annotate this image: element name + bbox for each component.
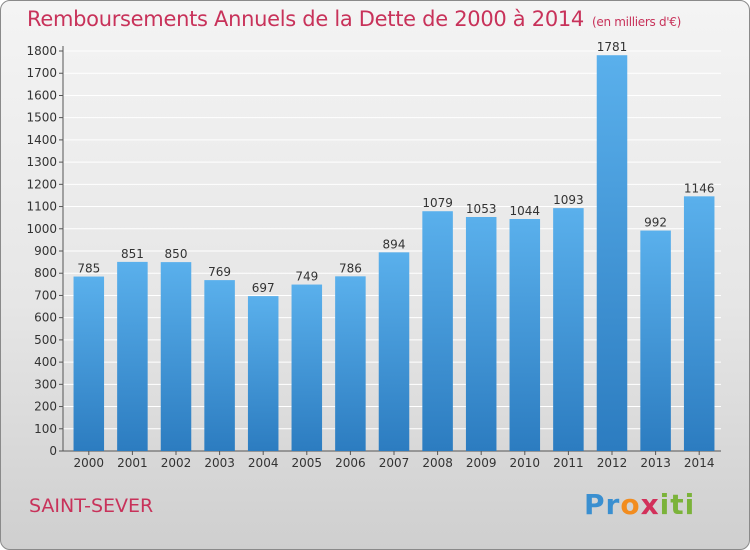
proxiti-logo[interactable]: Proxiti	[584, 488, 696, 521]
chart-title: Remboursements Annuels de la Dette de 20…	[27, 7, 681, 31]
data-label-2014: 1146	[684, 181, 715, 195]
data-label-2009: 1053	[466, 202, 497, 216]
data-label-2003: 769	[208, 265, 231, 279]
bar-2007	[378, 252, 410, 451]
bar-2014	[683, 196, 715, 451]
x-tick-label-2011: 2011	[553, 456, 584, 470]
y-tick-label: 100	[34, 422, 57, 436]
bar-2010	[509, 219, 541, 451]
y-tick-label: 700	[34, 288, 57, 302]
bar-2005	[291, 284, 323, 451]
data-label-2000: 785	[77, 262, 100, 276]
bar-2008	[422, 211, 453, 451]
data-label-2010: 1044	[510, 204, 541, 218]
y-tick-label: 1000	[26, 222, 57, 236]
data-label-2008: 1079	[422, 196, 453, 210]
data-label-2001: 851	[121, 247, 144, 261]
bar-2009	[465, 217, 497, 451]
y-tick-label: 1200	[26, 177, 57, 191]
x-tick-label-2009: 2009	[466, 456, 497, 470]
x-tick-label-2012: 2012	[597, 456, 628, 470]
y-tick-label: 300	[34, 377, 57, 391]
y-tick-label: 1100	[26, 200, 57, 214]
bar-2002	[160, 262, 192, 451]
data-label-2004: 697	[252, 281, 275, 295]
y-tick-label: 800	[34, 266, 57, 280]
bar-2013	[640, 230, 671, 451]
bar-2006	[335, 276, 366, 451]
y-tick-label: 0	[49, 444, 57, 458]
x-tick-label-2007: 2007	[379, 456, 410, 470]
x-tick-label-2001: 2001	[117, 456, 148, 470]
bars	[73, 55, 715, 451]
city-name: SAINT-SEVER	[29, 495, 154, 517]
y-tick-label: 900	[34, 244, 57, 258]
x-tick-label-2005: 2005	[292, 456, 323, 470]
data-label-2011: 1093	[553, 193, 584, 207]
bar-2003	[204, 280, 235, 451]
data-labels: 785 851 850 769 697 749 786 894 1079 1053 1044 1093…	[77, 40, 714, 295]
data-label-2005: 749	[295, 270, 318, 284]
data-label-2007: 894	[383, 237, 406, 251]
x-tick-label-2004: 2004	[248, 456, 279, 470]
x-tick-label-2008: 2008	[422, 456, 453, 470]
y-tick-label: 1700	[26, 66, 57, 80]
y-tick-label: 400	[34, 355, 57, 369]
data-label-2013: 992	[644, 216, 667, 230]
data-label-2012: 1781	[597, 40, 628, 54]
x-tick-label-2003: 2003	[204, 456, 235, 470]
x-tick-label-2006: 2006	[335, 456, 366, 470]
x-tick-label-2000: 2000	[74, 456, 105, 470]
y-tick-label: 1600	[26, 88, 57, 102]
bar-2011	[553, 208, 584, 451]
x-tick-label-2002: 2002	[161, 456, 192, 470]
x-axis: 2000 2001 2002 2003 2004 2005 2006 2007 2008 2009…	[74, 451, 715, 470]
y-tick-label: 1800	[26, 44, 57, 58]
y-tick-label: 200	[34, 400, 57, 414]
x-tick-label-2010: 2010	[510, 456, 541, 470]
y-tick-label: 500	[34, 333, 57, 347]
x-tick-label-2013: 2013	[640, 456, 671, 470]
bar-2001	[117, 261, 148, 451]
y-tick-label: 600	[34, 311, 57, 325]
data-label-2002: 850	[165, 247, 188, 261]
y-tick-label: 1300	[26, 155, 57, 169]
chart-unit: (en milliers d'€)	[592, 15, 682, 29]
y-tick-label: 1400	[26, 133, 57, 147]
bar-2012	[596, 55, 628, 451]
data-label-2006: 786	[339, 261, 362, 275]
y-tick-label: 1500	[26, 111, 57, 125]
chart-title-text: Remboursements Annuels de la Dette de 20…	[27, 7, 584, 31]
bar-2000	[73, 276, 105, 451]
x-tick-label-2014: 2014	[684, 456, 715, 470]
bar-2004	[247, 296, 279, 451]
